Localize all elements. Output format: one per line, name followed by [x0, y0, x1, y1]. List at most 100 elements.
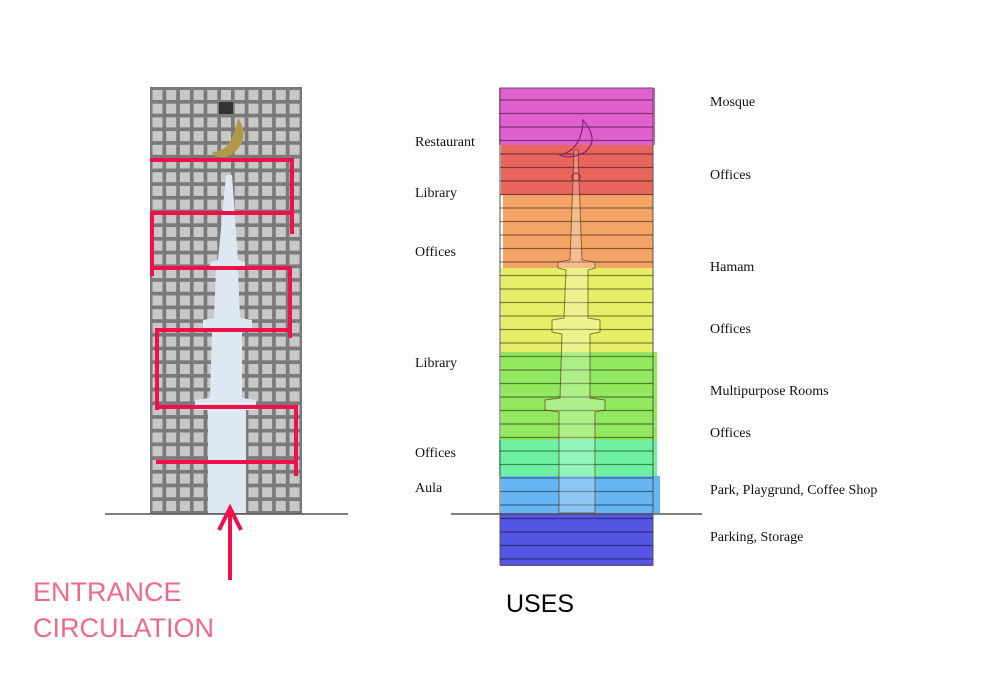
facade-window: [179, 336, 190, 347]
facade-window: [152, 213, 163, 224]
facade-window: [193, 185, 204, 196]
facade-window: [179, 418, 190, 429]
facade-window: [248, 459, 259, 470]
facade-window: [262, 487, 273, 498]
facade-window: [289, 281, 300, 292]
use-band: [501, 145, 653, 195]
facade-window: [166, 364, 177, 374]
facade-window: [262, 377, 273, 388]
facade-window: [221, 158, 231, 169]
facade-window: [275, 199, 286, 210]
facade-window: [262, 240, 273, 251]
facade-window: [152, 432, 163, 443]
facade-window: [248, 350, 259, 361]
facade-window: [207, 199, 218, 210]
facade-window: [179, 295, 190, 306]
facade-window: [152, 405, 163, 416]
facade-window: [262, 446, 273, 457]
facade-window: [289, 501, 300, 511]
facade-window: [248, 90, 259, 100]
circulation-path: [155, 328, 290, 410]
facade-window: [152, 322, 163, 333]
facade-window: [166, 350, 177, 361]
facade-window: [248, 473, 259, 484]
facade-window: [262, 268, 273, 279]
facade-window: [289, 309, 300, 320]
right-building-outline: [499, 87, 654, 566]
facade-window: [248, 336, 259, 347]
label-offices-2: Offices: [710, 322, 751, 337]
facade-window: [152, 227, 163, 237]
label-parking-storage: Parking, Storage: [710, 530, 804, 545]
label-hamam: Hamam: [710, 260, 755, 275]
facade-window: [248, 309, 259, 320]
facade-window: [262, 322, 273, 333]
facade-window: [207, 213, 218, 224]
facade-window: [248, 199, 259, 210]
facade-window: [275, 377, 286, 388]
facade-window: [289, 487, 300, 498]
facade-window: [166, 117, 177, 128]
facade-window: [193, 131, 204, 142]
facade-window: [193, 103, 204, 114]
facade-window: [248, 103, 259, 114]
facade-window: [262, 254, 273, 265]
facade-window: [262, 281, 273, 292]
use-band: [500, 513, 653, 566]
minaret-cap: [219, 102, 233, 114]
facade-window: [166, 501, 177, 511]
facade-window: [275, 254, 286, 265]
facade-window: [262, 501, 273, 511]
facade-window: [234, 158, 245, 169]
facade-window: [289, 227, 300, 237]
facade-window: [234, 103, 245, 114]
facade-window: [193, 473, 204, 484]
facade-window: [152, 90, 163, 100]
spire-ball: [571, 172, 581, 182]
facade-window: [152, 473, 163, 484]
facade-window: [193, 336, 204, 347]
label-park: Park, Playgrund, Coffee Shop: [710, 483, 878, 498]
facade-window: [234, 172, 245, 183]
facade-window: [166, 336, 177, 347]
facade-window: [275, 405, 286, 416]
facade-window: [234, 185, 245, 196]
facade-window: [193, 322, 204, 333]
facade-window: [207, 131, 218, 142]
facade-window: [193, 295, 204, 306]
facade-window: [193, 199, 204, 210]
facade-window: [289, 144, 300, 155]
facade-window: [152, 459, 163, 470]
label-offices-left-lower: Offices: [415, 446, 456, 461]
circulation-path: [152, 266, 292, 338]
facade-window: [248, 377, 259, 388]
facade-window: [275, 336, 286, 347]
label-multipurpose-rooms: Multipurpose Rooms: [710, 384, 829, 399]
facade-window: [152, 418, 163, 429]
facade-window: [179, 103, 190, 114]
facade-window: [166, 432, 177, 443]
circulation-path: [150, 211, 292, 276]
label-library-lower: Library: [415, 356, 457, 371]
facade-window: [207, 158, 218, 169]
facade-window: [207, 295, 218, 306]
facade-window: [179, 117, 190, 128]
facade-window: [248, 295, 259, 306]
facade-window: [275, 501, 286, 511]
facade-window: [152, 158, 163, 169]
facade-window: [275, 90, 286, 100]
facade-window: [193, 117, 204, 128]
facade-window: [289, 295, 300, 306]
facade-window: [179, 185, 190, 196]
facade-window: [248, 446, 259, 457]
facade-window: [262, 185, 273, 196]
facade-window: [179, 473, 190, 484]
facade-window: [207, 90, 218, 100]
facade-window: [248, 131, 259, 142]
facade-window: [207, 172, 218, 183]
facade-window: [275, 487, 286, 498]
facade-window: [289, 117, 300, 128]
facade-window: [207, 227, 218, 237]
facade-window: [289, 90, 300, 100]
